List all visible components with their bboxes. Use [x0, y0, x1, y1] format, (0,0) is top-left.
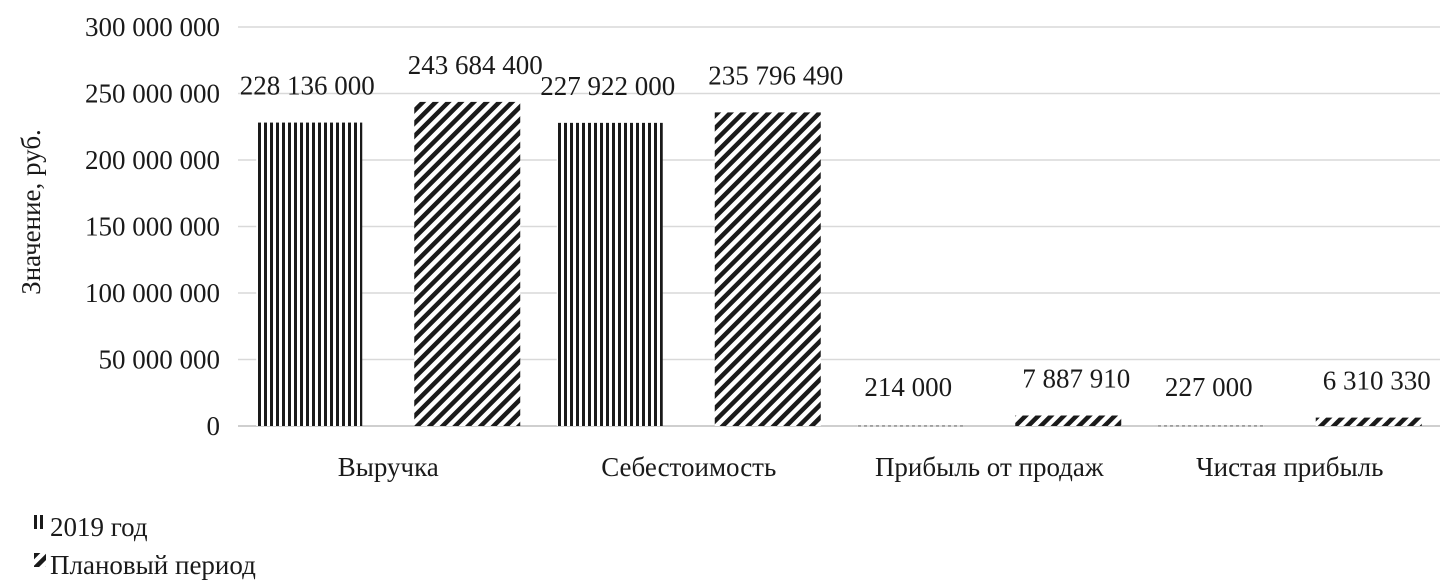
legend-item-2019: 2019 год: [34, 508, 256, 546]
category-label: Прибыль от продаж: [875, 452, 1104, 482]
data-label: 227 922 000: [540, 71, 675, 101]
y-tick-label: 250 000 000: [85, 79, 220, 109]
data-label: 235 796 490: [708, 60, 843, 90]
bar-2019: [556, 122, 663, 426]
bar-plan: [1015, 415, 1122, 426]
data-label: 7 887 910: [1022, 364, 1130, 394]
bar-2019: [256, 122, 363, 427]
category-label: Себестоимость: [601, 452, 776, 482]
y-tick-label: 300 000 000: [85, 12, 220, 42]
y-tick-label: 200 000 000: [85, 145, 220, 175]
data-label: 214 000: [864, 372, 952, 402]
legend: 2019 год Плановый период: [34, 508, 256, 584]
legend-label: 2019 год: [50, 512, 148, 542]
bar-2019: [857, 425, 964, 427]
y-axis-ticks: 0 50 000 000 100 000 000 150 000 000 200 000…: [85, 12, 220, 441]
y-tick-label: 50 000 000: [99, 345, 221, 375]
category-label: Чистая прибыль: [1196, 452, 1383, 482]
legend-label: Плановый период: [50, 550, 256, 580]
bars: [256, 101, 1422, 427]
bar-plan: [1315, 417, 1422, 426]
legend-swatch-diagonal-hatch: [34, 553, 46, 567]
bar-plan: [714, 112, 821, 426]
x-axis-categories: Выручка Себестоимость Прибыль от продаж Чис…: [338, 452, 1384, 482]
bar-2019: [1157, 425, 1264, 427]
bar-plan: [414, 101, 521, 426]
data-label: 228 136 000: [240, 71, 375, 101]
data-label: 227 000: [1165, 372, 1253, 402]
data-label: 6 310 330: [1323, 366, 1431, 396]
data-label: 243 684 400: [408, 50, 543, 80]
y-tick-label: 150 000 000: [85, 212, 220, 242]
y-tick-label: 0: [207, 411, 221, 441]
legend-item-plan: Плановый период: [34, 546, 256, 584]
y-axis-title: Значение, руб.: [16, 129, 46, 295]
category-label: Выручка: [338, 452, 439, 482]
y-tick-label: 100 000 000: [85, 278, 220, 308]
legend-swatch-vertical-lines: [34, 515, 46, 529]
